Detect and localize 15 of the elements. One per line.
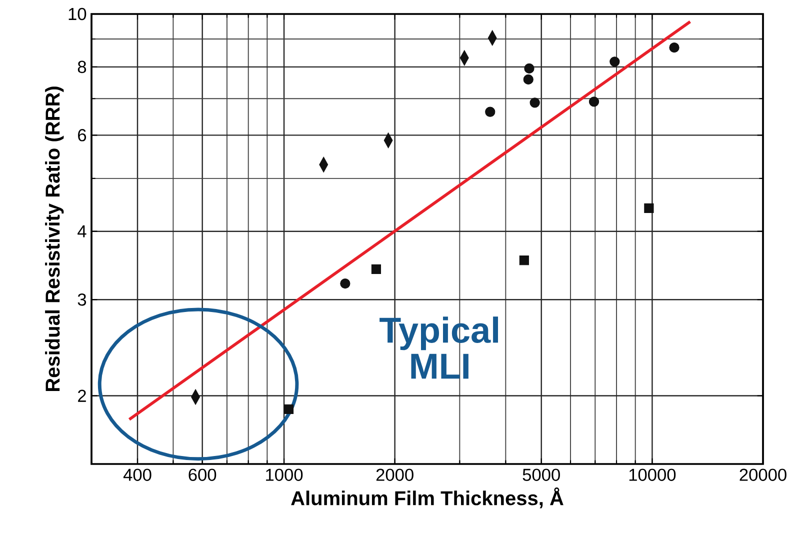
x-tick-label: 20000 [740,468,786,481]
x-tick-label: 1000 [266,468,303,481]
y-tick-label: 8 [78,60,86,74]
y-tick-label: 4 [78,225,86,238]
y-tick-label: 10 [68,8,86,20]
y-axis-title: Residual Resistivity Ratio (RRR) [45,86,64,392]
x-tick-label: 10000 [629,468,676,481]
y-tick-label: 2 [78,390,86,402]
x-tick-label: 600 [188,468,216,481]
x-tick-label: 5000 [522,468,560,481]
x-tick-label: 2000 [376,468,414,481]
x-tick-label: 400 [123,468,152,481]
x-axis-title: Aluminum Film Thickness, Å [291,487,564,508]
y-tick-label: 6 [78,129,86,142]
y-tick-label: 3 [78,293,86,306]
